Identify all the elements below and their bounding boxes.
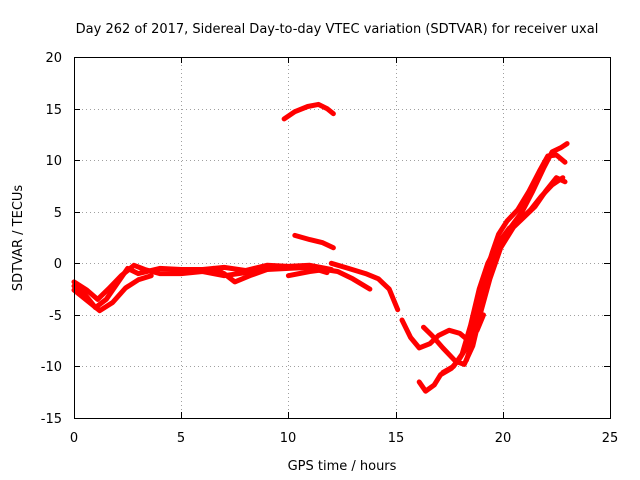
y-tick-label: -5 bbox=[49, 309, 62, 324]
data-series-arc-1 bbox=[71, 262, 334, 311]
x-axis-label: GPS time / hours bbox=[288, 459, 397, 474]
x-tick-label: 10 bbox=[280, 431, 297, 446]
y-tick-label: 15 bbox=[45, 103, 62, 118]
y-axis-tick-labels: -15 -10 -5 0 5 10 15 20 bbox=[41, 51, 62, 427]
data-series-arc-4 bbox=[210, 265, 270, 285]
x-tick-label: 25 bbox=[602, 431, 619, 446]
grid-lines bbox=[74, 57, 610, 418]
data-series-arc-14 bbox=[466, 141, 570, 353]
y-tick-label: 0 bbox=[54, 257, 62, 272]
data-series-arc-11 bbox=[421, 175, 568, 367]
x-axis-tick-labels: 0 5 10 15 20 25 bbox=[70, 431, 618, 446]
data-series-arc-5 bbox=[281, 101, 336, 122]
plot-frame bbox=[74, 57, 611, 419]
x-tick-label: 15 bbox=[388, 431, 405, 446]
x-tick-label: 5 bbox=[177, 431, 185, 446]
data-series-layer bbox=[71, 101, 570, 394]
x-tick-label: 20 bbox=[495, 431, 512, 446]
y-tick-label: -15 bbox=[41, 412, 62, 427]
data-series-arc-12 bbox=[440, 175, 566, 376]
axis-ticks bbox=[74, 57, 611, 419]
y-tick-label: 5 bbox=[54, 206, 62, 221]
chart-title: Day 262 of 2017, Sidereal Day-to-day VTE… bbox=[76, 22, 599, 37]
y-tick-label: -10 bbox=[41, 360, 62, 375]
data-series-arc-8 bbox=[328, 260, 401, 313]
data-series-arc-2 bbox=[71, 262, 330, 302]
y-tick-label: 20 bbox=[45, 51, 62, 66]
data-series-arc-3 bbox=[71, 273, 154, 314]
y-axis-label: SDTVAR / TECUs bbox=[11, 185, 26, 292]
y-tick-label: 10 bbox=[45, 154, 62, 169]
data-series-arc-6 bbox=[292, 232, 336, 251]
x-tick-label: 0 bbox=[70, 431, 78, 446]
data-series-arc-7 bbox=[285, 267, 373, 292]
